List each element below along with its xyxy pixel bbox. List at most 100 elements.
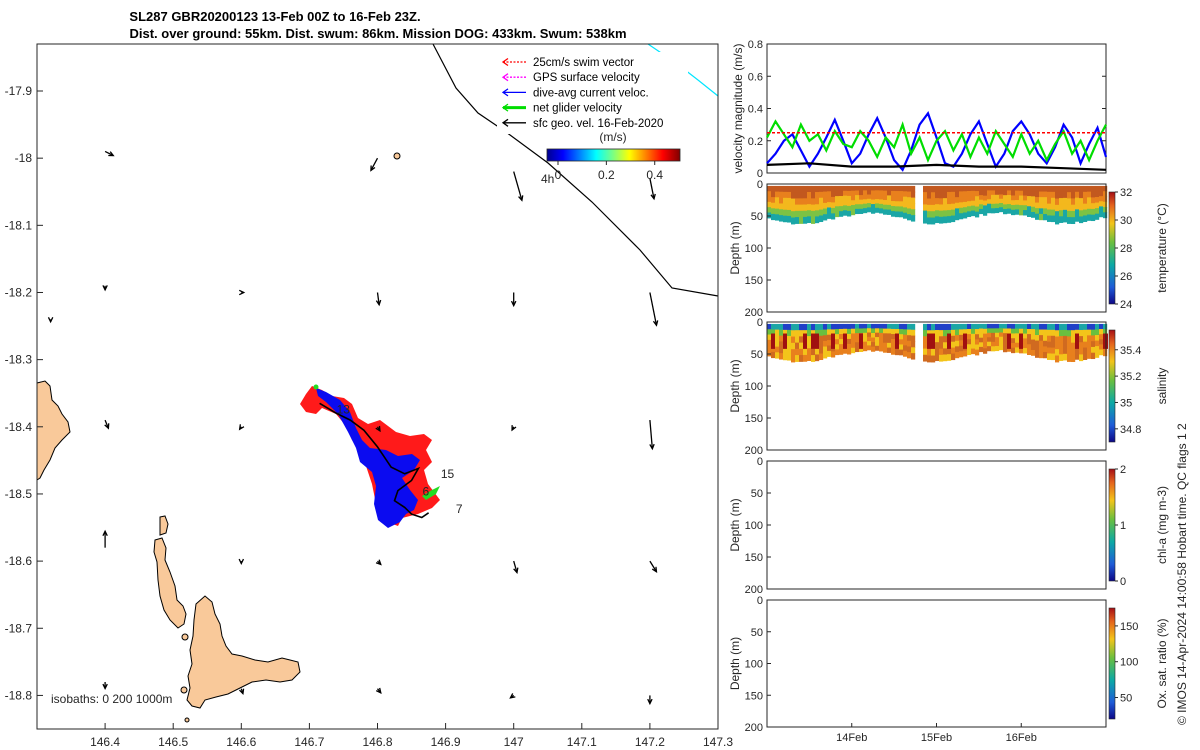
section-cell bbox=[943, 210, 948, 218]
section-cell bbox=[1015, 328, 1020, 334]
section-cell bbox=[1067, 185, 1072, 193]
section-cell bbox=[871, 194, 876, 201]
section-cell bbox=[1023, 348, 1028, 354]
section-cell bbox=[943, 336, 948, 343]
section-cell bbox=[1043, 352, 1048, 359]
section-cell bbox=[951, 185, 956, 193]
section-cell bbox=[775, 346, 780, 353]
section-cell bbox=[1063, 353, 1068, 361]
vector-shaft bbox=[649, 292, 658, 326]
section-cell bbox=[819, 209, 824, 217]
section-ytick-label: 50 bbox=[751, 211, 763, 223]
section-cell-high bbox=[771, 333, 776, 349]
section-cell bbox=[1099, 323, 1104, 330]
section-cell bbox=[967, 349, 972, 356]
section-cell bbox=[1083, 353, 1088, 360]
section-cell bbox=[1035, 335, 1040, 342]
section-cell bbox=[1023, 210, 1028, 216]
figure-title-line1: SL287 GBR20200123 13-Feb 00Z to 16-Feb 2… bbox=[129, 9, 420, 24]
section-cell bbox=[779, 197, 784, 205]
section-cell bbox=[779, 335, 784, 343]
section-cell bbox=[1099, 191, 1104, 197]
section-cell bbox=[967, 211, 972, 218]
section-cell bbox=[927, 349, 932, 357]
section-cell bbox=[883, 338, 888, 344]
section-cell bbox=[783, 209, 788, 217]
island-south bbox=[186, 595, 301, 709]
section-cell bbox=[879, 337, 884, 343]
section-cell bbox=[923, 348, 928, 356]
section-cell bbox=[795, 348, 800, 356]
section-cell bbox=[907, 329, 912, 336]
section-colorbar-tick-label: 26 bbox=[1120, 271, 1132, 283]
section-cell bbox=[1063, 215, 1068, 223]
section-cell bbox=[875, 328, 880, 334]
section-cell bbox=[775, 185, 780, 193]
map-ytick-label: -18.8 bbox=[5, 688, 33, 702]
section-cell bbox=[1103, 196, 1108, 203]
section-cell bbox=[999, 345, 1004, 351]
section-cell bbox=[1031, 196, 1036, 203]
section-cell bbox=[1059, 342, 1064, 349]
section-cell bbox=[999, 341, 1004, 346]
section-cell bbox=[779, 341, 784, 348]
section-cell bbox=[851, 323, 856, 330]
section-cell bbox=[859, 328, 864, 334]
section-cell bbox=[839, 185, 844, 192]
section-cell bbox=[807, 185, 812, 193]
section-ytick-label: 100 bbox=[745, 381, 763, 393]
section-cell bbox=[827, 329, 832, 336]
current-vector-cloud bbox=[316, 388, 420, 528]
section-cell bbox=[847, 333, 852, 340]
sfc-geo-vector bbox=[104, 419, 110, 430]
section-cell bbox=[855, 195, 860, 201]
section-cell bbox=[799, 323, 804, 331]
section-cell bbox=[867, 336, 872, 342]
section-cell bbox=[971, 348, 976, 355]
section-cell bbox=[843, 328, 848, 335]
section-cell bbox=[923, 204, 928, 212]
section-cell bbox=[1039, 335, 1044, 342]
section-cell bbox=[1047, 197, 1052, 205]
section-cell bbox=[1039, 351, 1044, 359]
section-cell bbox=[1079, 354, 1084, 362]
section-cell bbox=[875, 199, 880, 205]
section-cell bbox=[1071, 323, 1076, 331]
section-cell bbox=[1103, 201, 1108, 208]
section-cell bbox=[1083, 341, 1088, 349]
section-cell bbox=[1091, 323, 1096, 331]
section-cell bbox=[831, 345, 836, 352]
map-xtick-label: 147.2 bbox=[635, 735, 665, 749]
section-cell bbox=[795, 336, 800, 344]
section-cell bbox=[1099, 329, 1104, 335]
section-cell bbox=[831, 323, 836, 331]
vector-shaft bbox=[649, 178, 655, 199]
section-cell bbox=[819, 341, 824, 349]
section-cell bbox=[1051, 185, 1056, 193]
legend-arrowhead bbox=[501, 88, 509, 97]
vector-head bbox=[649, 443, 655, 451]
section-cell bbox=[1039, 197, 1044, 204]
section-colorbar-label: Ox. sat. ratio (%) bbox=[1155, 618, 1169, 708]
section-cell bbox=[1003, 347, 1008, 353]
section-cell bbox=[931, 355, 936, 363]
net-velocity-marker bbox=[422, 486, 440, 500]
section-cell bbox=[787, 347, 792, 355]
map-xtick-label: 146.4 bbox=[90, 735, 120, 749]
section-cell bbox=[871, 346, 876, 352]
legend-label: GPS surface velocity bbox=[533, 72, 640, 84]
section-cell bbox=[843, 323, 848, 330]
section-cell bbox=[939, 336, 944, 344]
section-colorbar-tick-label: 34.8 bbox=[1120, 424, 1141, 436]
section-cell bbox=[959, 196, 964, 203]
vector-head bbox=[370, 165, 376, 172]
section-cell bbox=[807, 192, 812, 199]
section-cell bbox=[947, 204, 952, 211]
section-cell bbox=[959, 213, 964, 220]
section-cell bbox=[767, 201, 772, 208]
section-cell bbox=[943, 198, 948, 205]
section-cell bbox=[871, 323, 876, 330]
section-cell bbox=[895, 349, 900, 356]
section-cell bbox=[1063, 191, 1068, 199]
